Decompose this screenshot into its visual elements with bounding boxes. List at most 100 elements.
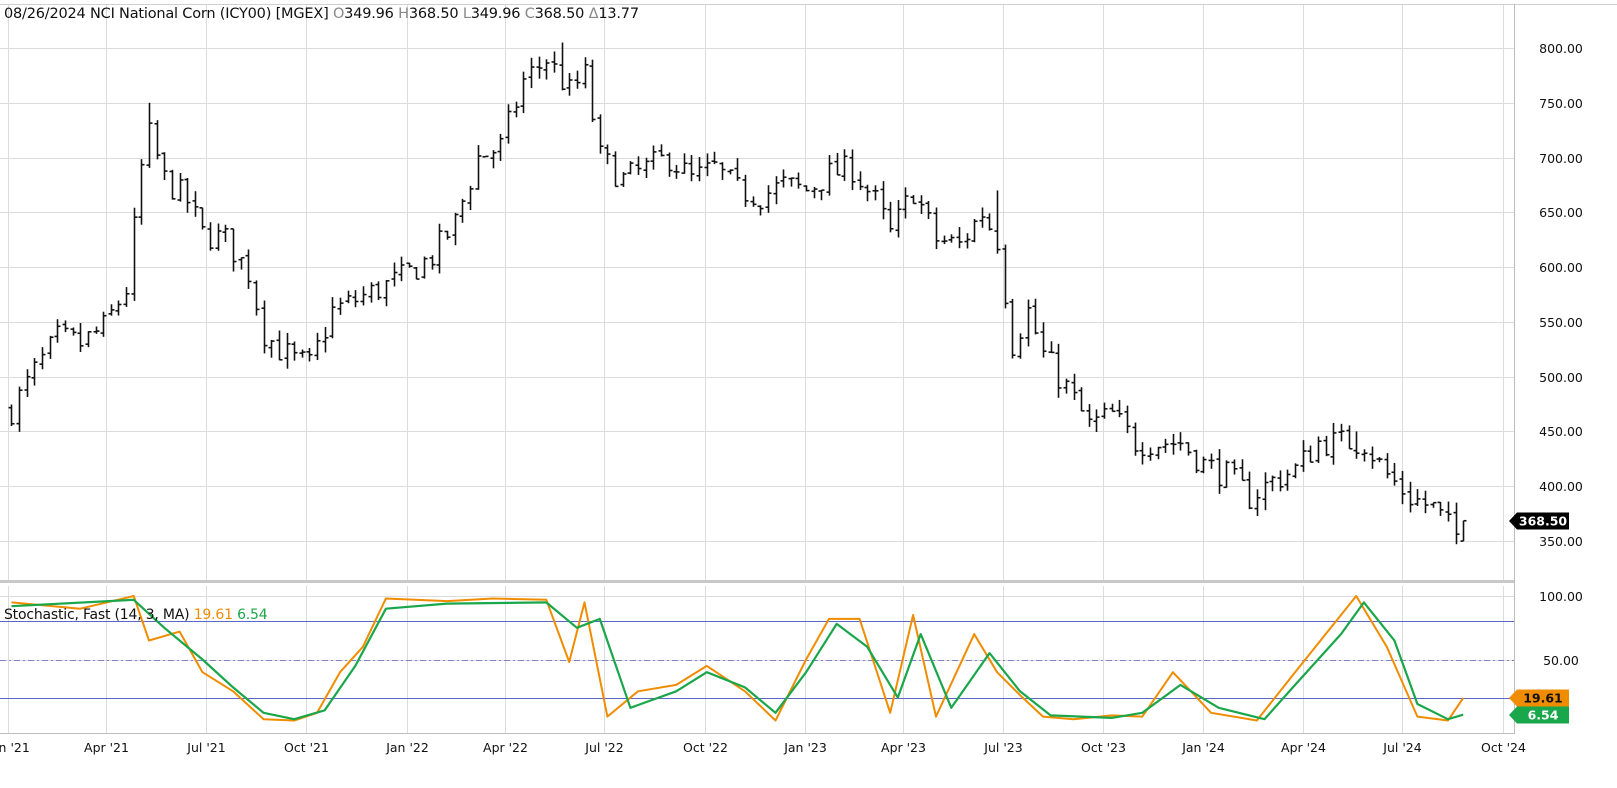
ohlc-bar: [31, 358, 38, 386]
ohlc-bar: [306, 347, 313, 362]
ohlc-bar: [1155, 446, 1162, 460]
ohlc-bar: [1116, 399, 1123, 418]
price-tick-label: 450.00: [1539, 424, 1583, 439]
x-tick-label: Oct '21: [284, 740, 329, 755]
ohlc-bar: [413, 266, 420, 280]
ohlc-bar: [780, 169, 787, 188]
ohlc-bar: [8, 404, 15, 427]
price-tick-label: 400.00: [1539, 479, 1583, 494]
ohlc-bar: [658, 144, 665, 157]
ohlc-bar: [520, 71, 527, 114]
ohlc-bar: [406, 262, 413, 268]
ohlc-bar: [383, 279, 390, 307]
ohlc-bar: [948, 234, 955, 243]
ohlc-bar: [1223, 460, 1230, 489]
ohlc-bar: [475, 145, 482, 190]
stochastic-legend: Stochastic, Fast (14, 3, MA) 19.61 6.54: [4, 607, 268, 623]
stoch-d-badge-label: 6.54: [1528, 708, 1559, 723]
ohlc-bar: [742, 174, 749, 207]
ohlc-bar: [704, 153, 711, 177]
price-tick-label: 500.00: [1539, 370, 1583, 385]
stoch-tick-label: 100.00: [1539, 589, 1583, 604]
ohlc-bar: [253, 280, 260, 316]
ohlc-bar: [887, 201, 894, 233]
x-tick-label: Oct '22: [683, 740, 728, 755]
ohlc-bar: [345, 290, 352, 304]
stoch-k-badge-label: 19.61: [1523, 691, 1563, 706]
ohlc-bar: [459, 198, 466, 223]
top-border: [0, 4, 1617, 5]
ohlc-bar: [826, 155, 833, 196]
ohlc-bar: [368, 282, 375, 303]
ohlc-bar: [62, 320, 69, 333]
ohlc-bar: [1346, 425, 1353, 450]
ohlc-bar: [131, 207, 138, 301]
ohlc-bar: [696, 157, 703, 182]
ohlc-bar: [582, 57, 589, 89]
ohlc-bar: [643, 157, 650, 179]
ohlc-bar: [1453, 502, 1460, 545]
ohlc-bar: [1307, 445, 1314, 463]
x-tick-label: Jul '24: [1382, 740, 1421, 755]
ohlc-bar: [1009, 298, 1016, 359]
x-tick-label: Apr '22: [483, 740, 528, 755]
ohlc-bar: [964, 233, 971, 249]
ohlc-bar: [1269, 475, 1276, 492]
ohlc-bar: [199, 207, 206, 230]
ohlc-bar: [1177, 432, 1184, 451]
ohlc-bar: [734, 158, 741, 181]
ohlc-bar: [16, 386, 23, 432]
ohlc-bar: [1032, 298, 1039, 335]
ohlc-bar: [1277, 470, 1284, 492]
ohlc-bar: [834, 152, 841, 176]
ohlc-bar: [268, 339, 275, 358]
ohlc-bar: [1132, 422, 1139, 456]
ohlc-bar: [795, 172, 802, 189]
ohlc-bar: [177, 173, 184, 202]
ohlc-bar: [245, 249, 252, 289]
ohlc-bar: [39, 347, 46, 370]
ohlc-bar: [773, 176, 780, 205]
price-tick-label: 700.00: [1539, 151, 1583, 166]
ohlc-bar: [1170, 433, 1177, 455]
x-tick-label: Jan '24: [1181, 740, 1225, 755]
ohlc-bar: [711, 151, 718, 165]
ohlc-bar: [1193, 449, 1200, 474]
x-tick-label: Oct '23: [1081, 740, 1126, 755]
ohlc-bar: [902, 187, 909, 219]
ohlc-bar: [880, 181, 887, 220]
ohlc-bar: [1200, 456, 1207, 474]
ohlc-bar: [1040, 322, 1047, 358]
ohlc-bar: [375, 281, 382, 301]
ohlc-bar: [994, 190, 1001, 254]
ohlc-bar: [505, 104, 512, 144]
ohlc-bar: [1391, 462, 1398, 486]
x-tick-label: Jan '23: [783, 740, 827, 755]
ohlc-bar: [536, 56, 543, 79]
ohlc-bar: [207, 222, 214, 251]
stoch-d-badge: [1509, 706, 1569, 724]
ohlc-bar: [1292, 463, 1299, 479]
ohlc-bar: [918, 195, 925, 214]
panel-divider: [0, 580, 1514, 583]
low-value: 349.96: [470, 6, 521, 22]
stochastic-k-value: 19.61: [193, 607, 233, 623]
ohlc-bar: [1254, 489, 1261, 516]
open-value: 349.96: [344, 6, 394, 22]
ohlc-bar: [1162, 438, 1169, 453]
ohlc-bar: [1093, 409, 1100, 433]
ohlc-bar: [513, 101, 520, 118]
stoch-tick-label: 50.00: [1543, 653, 1579, 668]
ohlc-bar: [818, 189, 825, 201]
ohlc-bar: [1422, 490, 1429, 514]
ohlc-bar: [360, 286, 367, 306]
ohlc-bar: [1376, 457, 1383, 463]
ohlc-bar: [864, 184, 871, 202]
ohlc-bar: [1437, 501, 1444, 516]
ohlc-bar: [230, 228, 237, 272]
ohlc-bar: [100, 311, 107, 337]
ohlc-bar: [1002, 244, 1009, 309]
ohlc-bar: [1284, 469, 1291, 491]
